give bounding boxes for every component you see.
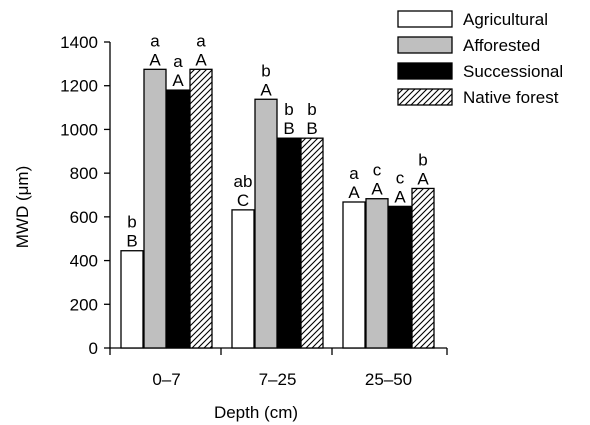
bars [120,68,435,349]
lower-significance-letter: b [261,61,270,80]
upper-significance-letter: A [260,80,272,99]
lower-significance-letter: b [418,150,427,169]
upper-significance-letter: A [348,183,360,202]
x-axis-label: Depth (cm) [214,403,298,422]
y-axis-label: MWD (μm) [13,166,32,249]
legend-label: Afforested [463,36,540,55]
lower-significance-letter: b [127,213,136,232]
bar [189,68,213,349]
upper-significance-letter: A [371,180,383,199]
bar [120,250,144,349]
lower-significance-letter: ab [234,172,253,191]
bar [143,68,167,349]
upper-significance-letter: A [149,50,161,69]
bar [166,89,190,349]
bar [231,209,255,349]
y-tick-label: 800 [70,164,98,183]
y-tick-label: 400 [70,252,98,271]
legend-swatch [397,10,453,28]
upper-significance-letter: A [417,169,429,188]
y-tick-label: 600 [70,208,98,227]
bar [254,98,278,349]
legend-swatch [397,88,453,106]
y-tick-label: 1200 [60,77,98,96]
bar [342,201,366,349]
legend: Agricultural Afforested Successional Native… [397,10,563,107]
legend-label: Agricultural [463,10,548,29]
lower-significance-letter: a [349,164,359,183]
upper-significance-letter: A [195,50,207,69]
bar [300,137,324,349]
legend-label: Native forest [463,88,559,107]
y-tick-label: 1400 [60,33,98,52]
y-tick-label: 1000 [60,120,98,139]
legend-label: Successional [463,62,563,81]
y-tick-label: 0 [89,339,98,358]
legend-swatch [397,36,453,54]
upper-significance-letter: B [306,119,317,138]
x-tick-label: 25–50 [365,370,412,389]
bar [411,187,435,349]
x-tick-label: 7–25 [259,370,297,389]
y-tick-label: 200 [70,295,98,314]
lower-significance-letter: a [150,31,160,50]
bar [277,137,301,349]
upper-significance-letter: B [283,119,294,138]
upper-significance-letter: A [394,187,406,206]
lower-significance-letter: b [307,100,316,119]
lower-significance-letter: a [173,52,183,71]
x-tick-label: 0–7 [152,370,180,389]
lower-significance-letter: c [396,168,405,187]
lower-significance-letter: c [373,161,382,180]
lower-significance-letter: b [284,100,293,119]
axes: 0 200 400 600 800 1000 1200 1400 0–7 7–25 25–50 [60,33,448,389]
bar [388,205,412,349]
bar [365,198,389,349]
upper-significance-letter: B [126,232,137,251]
upper-significance-letter: C [237,191,249,210]
lower-significance-letter: a [196,31,206,50]
upper-significance-letter: A [172,71,184,90]
legend-swatch [397,62,453,80]
